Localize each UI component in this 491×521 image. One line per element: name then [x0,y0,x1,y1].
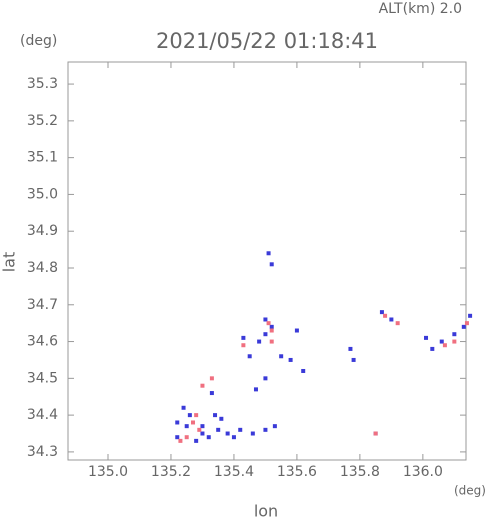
y-tick-label: 35.3 [27,76,58,92]
echo-point [184,435,189,440]
x-tick-label: 135.0 [88,464,128,480]
echo-point [395,321,400,326]
echo-point [213,413,218,418]
echo-point [430,346,435,351]
echo-point [181,405,186,410]
echo-point [178,438,183,443]
echo-point [452,339,457,344]
echo-point [194,413,199,418]
echo-point [269,262,274,267]
echo-point [263,332,268,337]
altitude-label: ALT(km) 2.0 [379,1,462,17]
echo-point [263,317,268,322]
x-tick-label: 136.0 [403,464,443,480]
y-tick-label: 34.3 [27,444,58,460]
y-tick-label: 34.4 [27,407,58,423]
echo-point [269,328,274,333]
echo-point [241,343,246,348]
y-axis-label: lat [0,252,19,273]
echo-point [288,357,293,362]
x-tick-label: 135.6 [277,464,317,480]
echo-point [266,321,271,326]
echo-point [373,431,378,436]
echo-point [191,420,196,425]
echo-point [219,416,224,421]
echo-point [225,431,230,436]
echo-point [257,339,262,344]
echo-point [294,328,299,333]
y-tick-label: 35.1 [27,150,58,166]
y-tick-label: 34.6 [27,334,58,350]
echo-point [194,438,199,443]
chart-title: 2021/05/22 01:18:41 [156,29,378,53]
x-unit: (deg) [454,484,486,498]
echo-point [272,424,277,429]
echo-point [351,357,356,362]
x-tick-label: 135.8 [340,464,380,480]
echo-point [241,335,246,340]
echo-point [250,431,255,436]
x-tick-label: 135.2 [151,464,191,480]
echo-point [238,427,243,432]
y-tick-label: 34.7 [27,297,58,313]
echo-point [175,420,180,425]
echo-point [184,424,189,429]
echo-point [348,346,353,351]
echo-point [253,387,258,392]
echo-point [209,376,214,381]
echo-point [279,354,284,359]
echo-point [197,427,202,432]
echo-point [175,435,180,440]
echo-point [187,413,192,418]
echo-point [266,251,271,256]
echo-point [301,368,306,373]
echo-point [209,391,214,396]
echo-point [263,376,268,381]
y-unit: (deg) [20,33,57,49]
echo-point [200,383,205,388]
plot-frame [67,61,467,461]
echo-point [269,339,274,344]
echo-point [452,332,457,337]
x-tick-label: 135.4 [214,464,254,480]
echo-point [263,427,268,432]
echo-point [231,435,236,440]
echo-point [200,431,205,436]
echo-point [383,313,388,318]
echo-point [442,343,447,348]
echo-point [461,324,466,329]
echo-point [216,427,221,432]
y-tick-label: 35.0 [27,186,58,202]
echo-point [200,424,205,429]
y-tick-label: 34.8 [27,260,58,276]
y-tick-label: 35.2 [27,113,58,129]
echo-point [206,435,211,440]
echo-point [389,317,394,322]
echo-point [439,339,444,344]
y-tick-label: 34.9 [27,223,58,239]
echo-point [379,310,384,315]
y-tick-label: 34.5 [27,370,58,386]
x-axis-label: lon [254,502,278,521]
echo-point [468,313,473,318]
echo-point [464,321,469,326]
echo-point [247,354,252,359]
echo-point [269,324,274,329]
echo-point [424,335,429,340]
